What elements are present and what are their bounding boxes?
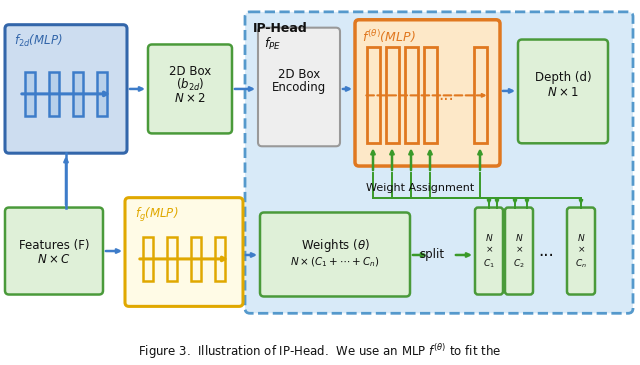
- Text: $N \times 1$: $N \times 1$: [547, 87, 579, 99]
- Text: $N$
$\times$
$C_n$: $N$ $\times$ $C_n$: [575, 232, 587, 270]
- Text: Weight Assignment: Weight Assignment: [366, 183, 474, 193]
- Text: $(b_{2d})$: $(b_{2d})$: [176, 77, 204, 93]
- Text: $N \times C$: $N \times C$: [37, 253, 70, 266]
- Text: Features (F): Features (F): [19, 239, 89, 251]
- Text: Depth (d): Depth (d): [534, 70, 591, 84]
- Text: ...: ...: [438, 87, 454, 104]
- FancyBboxPatch shape: [567, 208, 595, 295]
- Text: $N \times 2$: $N \times 2$: [174, 92, 206, 105]
- Text: $N$
$\times$
$C_2$: $N$ $\times$ $C_2$: [513, 232, 525, 270]
- Text: split: split: [419, 249, 445, 261]
- Text: $N$
$\times$
$C_1$: $N$ $\times$ $C_1$: [483, 232, 495, 270]
- Text: Weights $(\theta)$: Weights $(\theta)$: [301, 237, 369, 254]
- Bar: [474, 47, 486, 143]
- Bar: [367, 47, 380, 143]
- Bar: [191, 237, 201, 281]
- Bar: [73, 72, 83, 116]
- Text: ...: ...: [538, 242, 554, 260]
- Bar: [143, 237, 153, 281]
- Bar: [404, 47, 417, 143]
- FancyBboxPatch shape: [475, 208, 503, 295]
- FancyBboxPatch shape: [258, 28, 340, 146]
- FancyBboxPatch shape: [505, 208, 533, 295]
- FancyBboxPatch shape: [125, 198, 243, 306]
- FancyBboxPatch shape: [355, 20, 500, 166]
- FancyBboxPatch shape: [5, 25, 127, 153]
- FancyBboxPatch shape: [518, 39, 608, 143]
- Text: IP-Head: IP-Head: [253, 22, 308, 35]
- Text: Encoding: Encoding: [272, 81, 326, 95]
- Text: Figure 3.  Illustration of IP-Head.  We use an MLP $f^{(\theta)}$ to fit the: Figure 3. Illustration of IP-Head. We us…: [138, 342, 502, 361]
- FancyBboxPatch shape: [260, 212, 410, 296]
- Text: $f_{2d}$(MLP): $f_{2d}$(MLP): [14, 32, 63, 49]
- Bar: [385, 47, 399, 143]
- Text: 2D Box: 2D Box: [169, 65, 211, 78]
- Text: $f_{PE}$: $f_{PE}$: [264, 35, 281, 52]
- FancyBboxPatch shape: [5, 208, 103, 295]
- Bar: [424, 47, 436, 143]
- Bar: [49, 72, 59, 116]
- Bar: [167, 237, 177, 281]
- FancyBboxPatch shape: [245, 12, 633, 313]
- Text: $N \times (C_1 + \cdots + C_n)$: $N \times (C_1 + \cdots + C_n)$: [290, 255, 380, 269]
- Text: $f_g$(MLP): $f_g$(MLP): [135, 205, 179, 224]
- FancyBboxPatch shape: [148, 45, 232, 134]
- Bar: [97, 72, 107, 116]
- Text: $f^{(\theta)}$(MLP): $f^{(\theta)}$(MLP): [362, 28, 416, 45]
- Bar: [25, 72, 35, 116]
- Text: 2D Box: 2D Box: [278, 68, 320, 81]
- Bar: [215, 237, 225, 281]
